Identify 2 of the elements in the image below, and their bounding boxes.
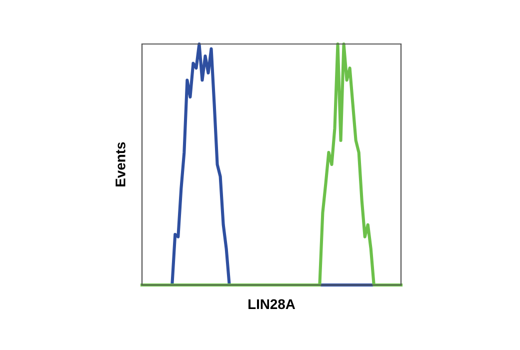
y-axis-title: Events [116,142,126,186]
x-axis-title: LIN28A [248,299,296,310]
